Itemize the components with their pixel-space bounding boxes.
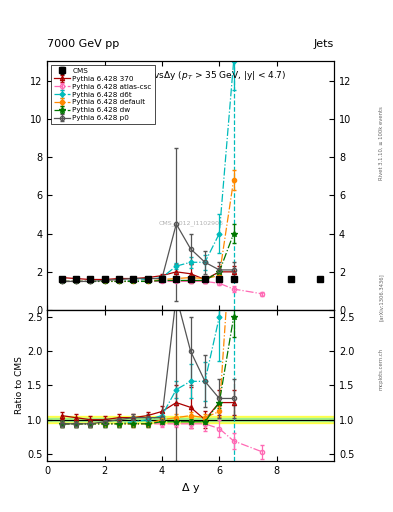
Text: CMS_2012_I1102908: CMS_2012_I1102908 xyxy=(158,220,223,226)
X-axis label: $\Delta$ y: $\Delta$ y xyxy=(181,481,200,495)
Legend: CMS, Pythia 6.428 370, Pythia 6.428 atlas-csc, Pythia 6.428 d6t, Pythia 6.428 de: CMS, Pythia 6.428 370, Pythia 6.428 atla… xyxy=(51,65,155,124)
Text: mcplots.cern.ch: mcplots.cern.ch xyxy=(379,348,384,390)
Text: [arXiv:1306.3436]: [arXiv:1306.3436] xyxy=(379,273,384,321)
Text: 7000 GeV pp: 7000 GeV pp xyxy=(47,38,119,49)
Text: Rivet 3.1.10, ≥ 100k events: Rivet 3.1.10, ≥ 100k events xyxy=(379,106,384,180)
Text: Jets: Jets xyxy=(314,38,334,49)
Bar xyxy=(47,418,334,421)
Text: Gap fraction vs$\mathdefault{\Delta}$y ($p_T$ > 35 GeV, |y| < 4.7): Gap fraction vs$\mathdefault{\Delta}$y (… xyxy=(95,69,286,82)
Bar xyxy=(47,416,334,423)
Y-axis label: Ratio to CMS: Ratio to CMS xyxy=(15,356,24,414)
